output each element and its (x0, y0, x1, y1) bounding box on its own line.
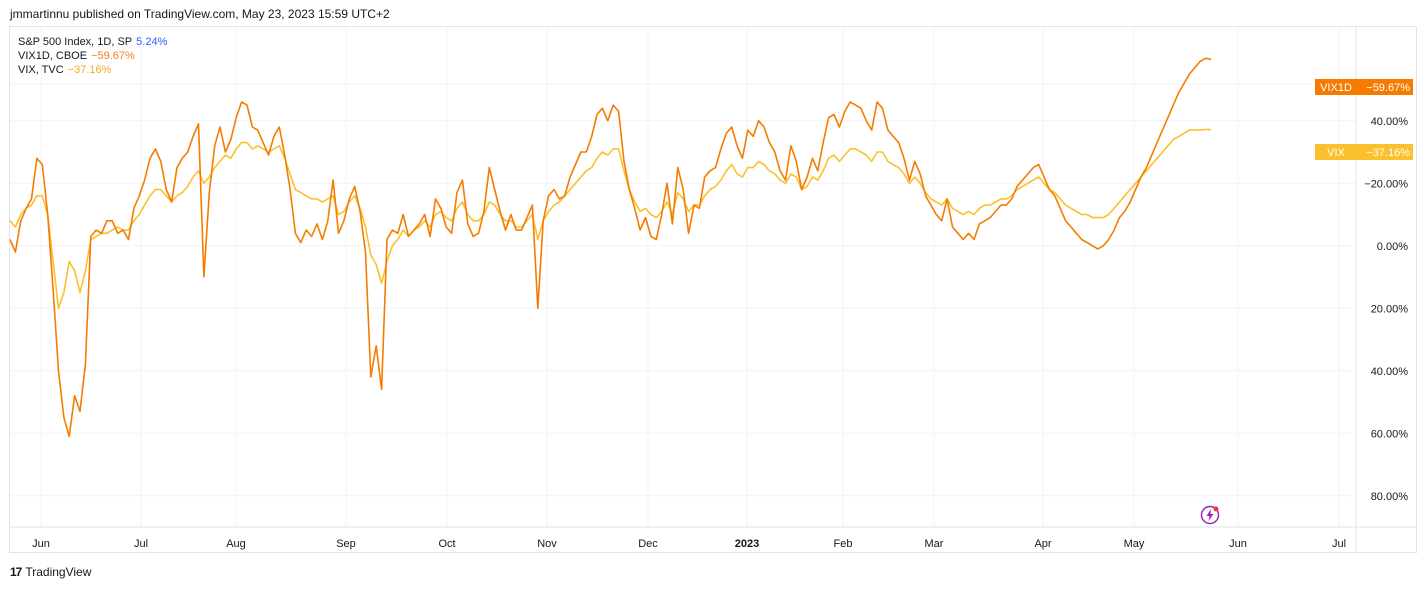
publish-header: jmmartinnu published on TradingView.com,… (10, 7, 390, 21)
price-tag-value-bg (1357, 79, 1413, 95)
x-tick-label: Jun (1229, 538, 1247, 550)
tradingview-logo-icon: 17 (10, 565, 22, 579)
x-tick-label: May (1124, 538, 1145, 550)
x-tick-label: Jul (1332, 538, 1346, 550)
x-tick-label: 2023 (735, 538, 759, 550)
legend-label: VIX1D, CBOE (18, 50, 88, 62)
x-tick-label: Mar (925, 538, 944, 550)
x-tick-label: Apr (1034, 538, 1051, 550)
footer-brand[interactable]: TradingView (25, 565, 92, 579)
price-tag-value-bg (1357, 144, 1413, 160)
price-tag-value: −37.16% (1366, 147, 1410, 159)
y-tick-label: 0.00% (1377, 241, 1408, 253)
x-tick-label: Nov (537, 538, 557, 550)
x-tick-label: Feb (834, 538, 853, 550)
legend-label: VIX, TVC (18, 64, 64, 76)
legend: S&P 500 Index, 1D, SP 5.24% VIX1D, CBOE −5… (18, 35, 167, 77)
y-tick-label: 20.00% (1371, 303, 1409, 315)
x-tick-label: Oct (438, 538, 455, 550)
series-line-vix1d-cboe[interactable] (9, 57, 1212, 438)
legend-item-sp500[interactable]: S&P 500 Index, 1D, SP 5.24% (18, 35, 167, 49)
price-tag-label-bg (1315, 79, 1357, 95)
x-tick-label: Dec (638, 538, 658, 550)
y-tick-label: 40.00% (1371, 116, 1409, 128)
x-tick-label: Sep (336, 538, 356, 550)
y-tick-label: 40.00% (1371, 366, 1409, 378)
legend-value: −37.16% (67, 64, 112, 76)
price-tag-label: VIX1D (1320, 82, 1352, 94)
footer: 17 TradingView (10, 565, 91, 579)
y-tick-label: 60.00% (1371, 428, 1409, 440)
price-tag-value: −59.67% (1366, 82, 1410, 94)
y-tick-label: 80.00% (1371, 491, 1409, 503)
chart-frame[interactable] (9, 26, 1417, 553)
x-tick-label: Aug (226, 538, 246, 550)
price-tag-label: VIX (1327, 147, 1345, 159)
legend-value: 5.24% (136, 36, 168, 48)
legend-item-vix[interactable]: VIX, TVC −37.16% (18, 63, 167, 77)
snapshot-flash-icon[interactable] (1200, 505, 1220, 525)
legend-item-vix1d[interactable]: VIX1D, CBOE −59.67% (18, 49, 167, 63)
header-text: jmmartinnu published on TradingView.com,… (10, 7, 390, 21)
price-tag-label-bg (1315, 144, 1357, 160)
series-line-vix-tvc[interactable] (9, 128, 1212, 310)
x-tick-label: Jun (32, 538, 50, 550)
legend-label: S&P 500 Index, 1D, SP (18, 36, 133, 48)
y-tick-label: −20.00% (1364, 178, 1408, 190)
legend-value: −59.67% (91, 50, 135, 62)
x-tick-label: Jul (134, 538, 148, 550)
